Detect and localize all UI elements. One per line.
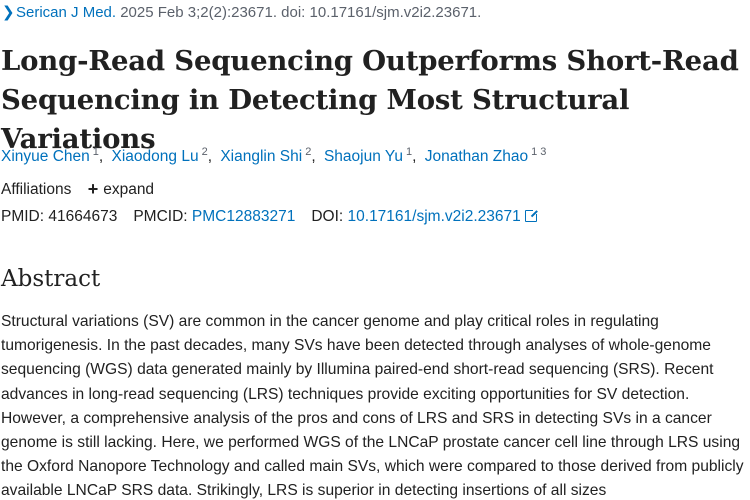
expand-label: expand [103, 181, 155, 198]
journal-link[interactable]: Serican J Med. [16, 4, 117, 21]
author-link[interactable]: Xiaodong Lu [111, 148, 199, 165]
author-list: Xinyue Chen 1, Xiaodong Lu 2, Xianglin Shi… [1, 141, 546, 168]
doi-label: DOI: [311, 208, 344, 225]
affiliations-row: Affiliations + expand [1, 178, 154, 201]
pmcid-label: PMCID: [133, 208, 188, 225]
external-link-icon [524, 209, 538, 222]
author-separator: , [311, 148, 316, 165]
plus-icon: + [87, 179, 99, 199]
identifier-line: PMID: 41664673 PMCID: PMC12883271 DOI: 10.… [1, 206, 538, 228]
author-separator: , [207, 148, 213, 165]
author-separator: , [98, 148, 104, 165]
citation-details: 2025 Feb 3;2(2):23671. doi: 10.17161/sjm… [116, 4, 482, 21]
author-link[interactable]: Xianglin Shi [220, 148, 303, 165]
pmcid-link[interactable]: PMC12883271 [191, 208, 296, 225]
doi-value: 10.17161/sjm.v2i2.23671 [347, 208, 521, 225]
affiliations-label: Affiliations [1, 181, 72, 198]
abstract-heading: Abstract [1, 266, 101, 292]
citation-line: ❯Serican J Med. 2025 Feb 3;2(2):23671. d… [2, 3, 481, 23]
abstract-text: Structural variations (SV) are common in… [1, 313, 744, 500]
author-link[interactable]: Shaojun Yu [323, 148, 403, 165]
author-affiliation-ref[interactable]: 2 [305, 146, 312, 158]
author-link[interactable]: Jonathan Zhao [424, 148, 529, 165]
chevron-right-icon[interactable]: ❯ [2, 4, 15, 21]
author-affiliation-ref[interactable]: 2 [201, 146, 208, 158]
author-affiliation-ref[interactable]: 1 [92, 146, 99, 158]
author-separator: , [412, 148, 417, 165]
pmid-label: PMID: [1, 208, 45, 225]
author-affiliation-ref[interactable]: 1 3 [531, 146, 547, 158]
expand-affiliations-button[interactable]: + expand [88, 178, 154, 201]
author-link[interactable]: Xinyue Chen [1, 148, 90, 165]
article-title: Long-Read Sequencing Outperforms Short-R… [1, 45, 739, 155]
doi-link[interactable]: 10.17161/sjm.v2i2.23671 [347, 208, 538, 225]
pmid-value: 41664673 [48, 208, 118, 225]
author-affiliation-ref[interactable]: 1 [405, 146, 413, 158]
